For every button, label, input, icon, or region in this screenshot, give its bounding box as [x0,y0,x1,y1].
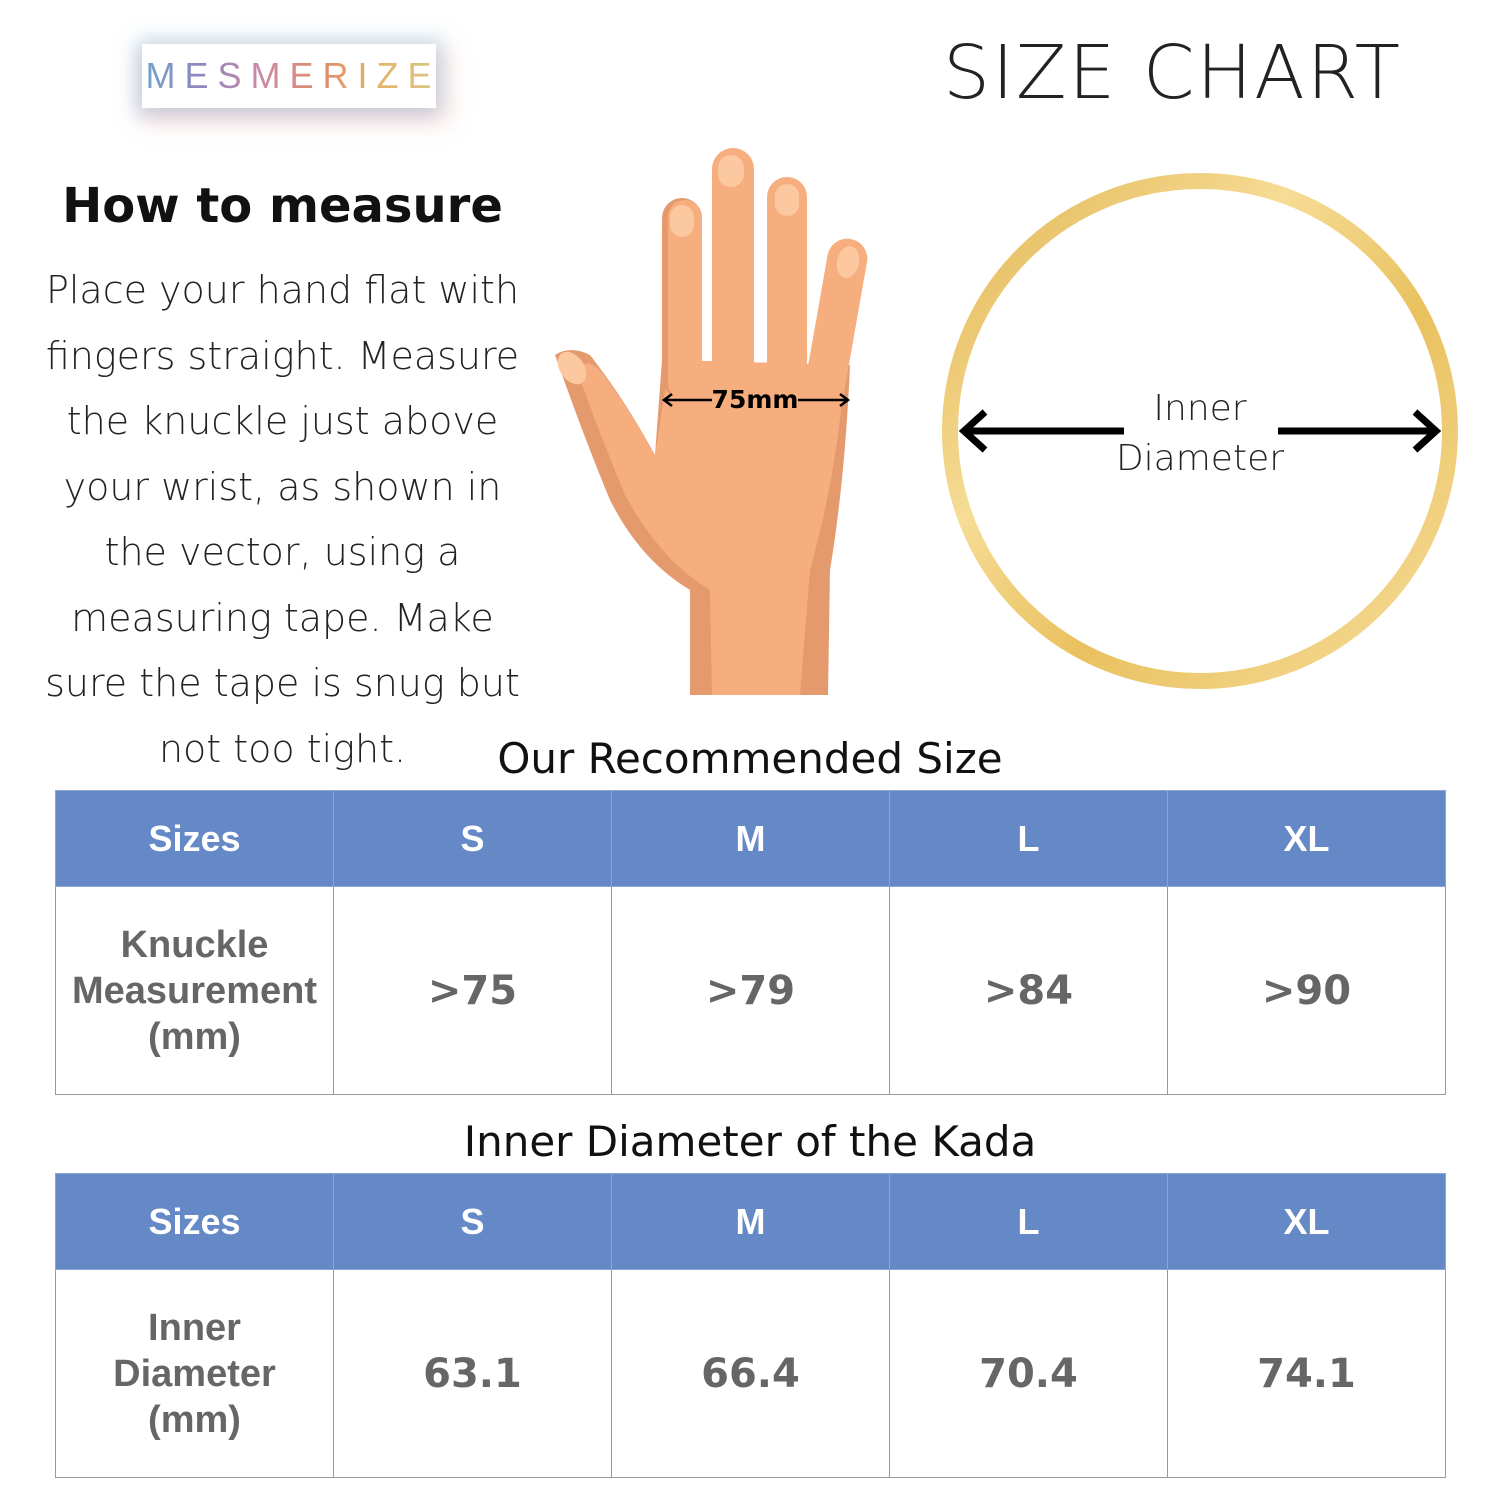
recommended-size-table: Sizes S M L XL Knuckle Measurement (mm) … [55,790,1446,1095]
row-label-line: Knuckle [120,923,269,966]
hand-icon [555,148,868,695]
table-header-row: Sizes S M L XL [55,1173,1446,1270]
header-cell: S [333,790,612,887]
header-cell: Sizes [55,1173,334,1270]
header-cell: L [889,790,1168,887]
row-label: Inner Diameter (mm) [55,1269,334,1478]
hand-measurement-label: 75mm [712,385,799,414]
table-row: Inner Diameter (mm) 63.1 66.4 70.4 74.1 [55,1269,1446,1478]
brand-logo: MESMERIZE [142,44,436,108]
hand-illustration: 75mm [555,148,1458,695]
row-label-line: Measurement [72,969,317,1012]
value-cell: 66.4 [611,1269,890,1478]
header-cell: XL [1167,1173,1446,1270]
row-label: Knuckle Measurement (mm) [55,886,334,1095]
value-cell: 70.4 [889,1269,1168,1478]
howto-instructions: Place your hand flat with fingers straig… [45,268,520,771]
logo-text: MESMERIZE [138,55,441,97]
value-cell: >90 [1167,886,1446,1095]
value-cell: >79 [611,886,890,1095]
table-row: Knuckle Measurement (mm) >75 >79 >84 >90 [55,886,1446,1095]
row-label-line: Diameter [113,1352,276,1395]
diameter-arrow-icon [958,409,1442,453]
value-cell: 63.1 [333,1269,612,1478]
value-cell: 74.1 [1167,1269,1446,1478]
header-cell: M [611,790,890,887]
row-label-line: Inner [148,1306,241,1349]
kada-ring-icon [942,173,1458,689]
ring-label: Inner Diameter [1100,384,1300,484]
header-cell: XL [1167,790,1446,887]
ring-label-line2: Diameter [1115,438,1285,479]
header-cell: L [889,1173,1168,1270]
header-cell: M [611,1173,890,1270]
table2-title: Inner Diameter of the Kada [463,1117,1037,1166]
howto-heading: How to measure [62,178,503,234]
value-cell: >75 [333,886,612,1095]
ring-label-line1: Inner [1153,388,1247,429]
header-cell: Sizes [55,790,334,887]
table1-title: Our Recommended Size [497,734,1003,783]
row-label-line: (mm) [148,1398,241,1441]
page-title: SIZE CHART [943,30,1402,116]
table-header-row: Sizes S M L XL [55,790,1446,887]
header-cell: S [333,1173,612,1270]
value-cell: >84 [889,886,1168,1095]
row-label-line: (mm) [148,1015,241,1058]
inner-diameter-table: Sizes S M L XL Inner Diameter (mm) 63.1 … [55,1173,1446,1478]
